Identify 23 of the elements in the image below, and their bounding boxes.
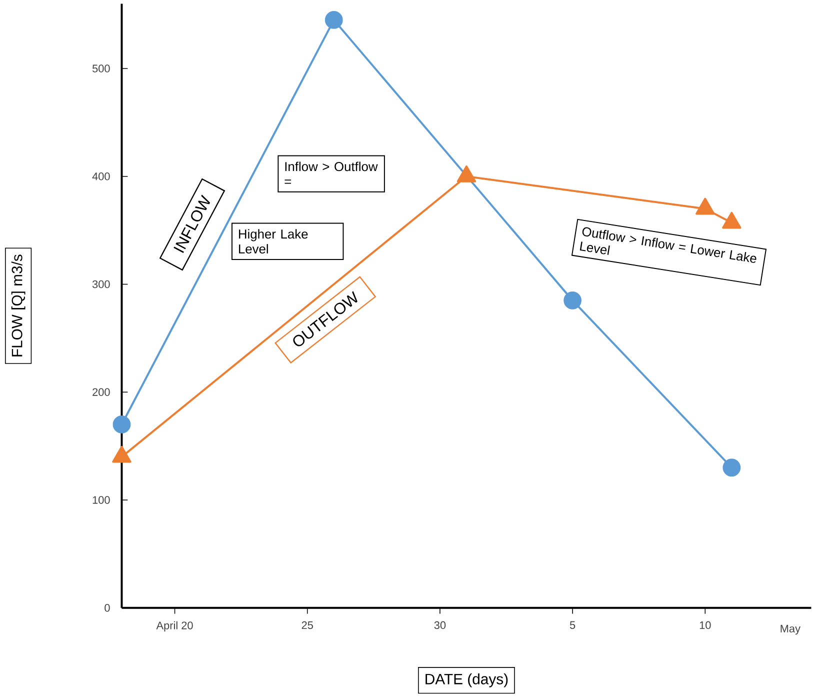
x-tick-label: 30: [434, 621, 446, 629]
x-tick-label: April 20: [156, 621, 193, 632]
annotation: Higher Lake Level: [239, 229, 308, 254]
point: [112, 415, 131, 434]
y-axis-title: FLOW [Q] m3/s: [11, 254, 26, 356]
point: [722, 458, 741, 476]
text: May: [780, 624, 800, 634]
x-tick-label: 25: [302, 621, 313, 629]
y-tick-label: 300: [92, 280, 110, 288]
y-tick-label: 400: [92, 172, 110, 180]
point: [696, 198, 715, 215]
point: [564, 291, 582, 310]
y-tick-label: 0: [104, 604, 110, 612]
y-tick-label: 200: [92, 388, 110, 396]
y-tick-label: 100: [92, 496, 110, 504]
point: [456, 165, 476, 182]
point: [722, 212, 742, 229]
annotation: Inflow > Outflow =: [284, 162, 378, 184]
x-axis-title: DATE (days): [426, 673, 508, 688]
y-tick-label: 500: [92, 64, 110, 72]
x-tick-label: 5: [570, 621, 576, 629]
x-tick-label: 10: [700, 621, 711, 629]
annotation: Outflow > Inflow = Lower Lake Level: [580, 227, 756, 263]
